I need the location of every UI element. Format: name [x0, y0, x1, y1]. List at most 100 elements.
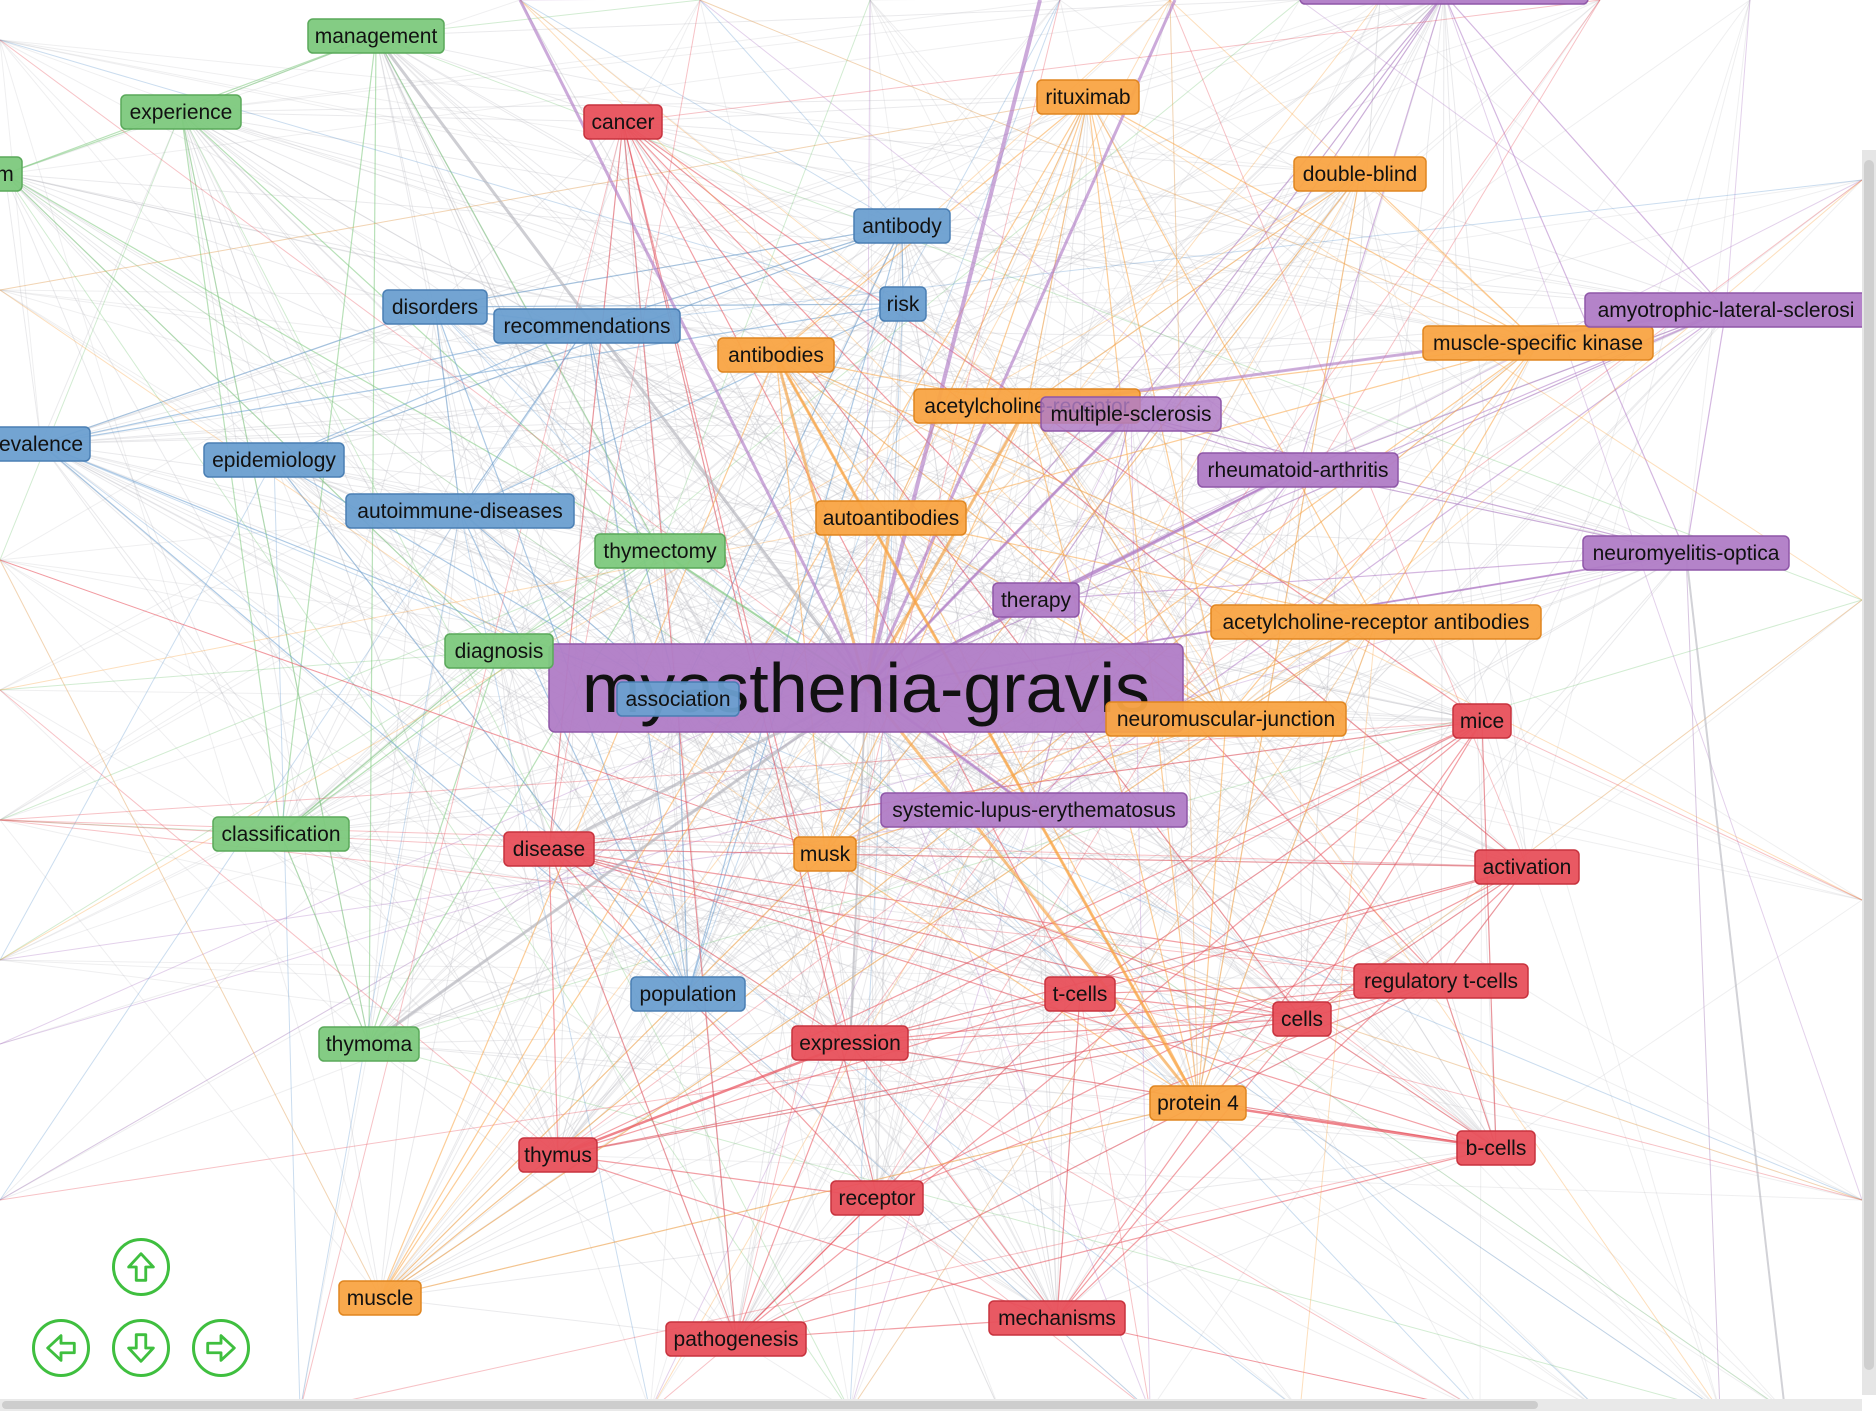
node-rheumatoid-arthritis[interactable]: rheumatoid-arthritis	[1197, 452, 1399, 488]
node-risk[interactable]: risk	[879, 286, 927, 322]
edge	[876, 866, 1528, 1199]
node-multiple-sclerosis[interactable]: multiple-sclerosis	[1040, 396, 1222, 432]
node-top_purple_cut[interactable]	[1299, 0, 1589, 5]
edge	[865, 687, 1303, 1020]
edge	[519, 0, 903, 227]
node-disease[interactable]: disease	[503, 831, 595, 867]
edge	[1026, 179, 1863, 407]
edge	[0, 517, 892, 961]
node-autoantibodies[interactable]: autoantibodies	[815, 500, 967, 536]
vertical-scrollbar[interactable]	[1862, 150, 1876, 1395]
edge	[1297, 469, 1497, 1149]
node-double-blind[interactable]: double-blind	[1293, 156, 1427, 192]
edge	[1169, 0, 1199, 1104]
edge	[1056, 1018, 1303, 1319]
edge	[865, 687, 1442, 982]
edge	[622, 0, 701, 123]
node-autoimmune-diseases[interactable]: autoimmune-diseases	[345, 493, 575, 529]
edge	[687, 517, 892, 995]
edge	[622, 121, 903, 227]
node-thymectomy[interactable]: thymectomy	[594, 533, 726, 569]
node-mechanisms[interactable]: mechanisms	[988, 1300, 1126, 1336]
edge	[273, 459, 1058, 1319]
edge	[1197, 469, 1299, 1104]
node-neuromyelitis-optica[interactable]: neuromyelitis-optica	[1582, 535, 1790, 571]
node-b-cells[interactable]: b-cells	[1456, 1130, 1536, 1166]
edge	[775, 354, 1377, 623]
node-cells[interactable]: cells	[1272, 1001, 1332, 1037]
node-rituximab[interactable]: rituximab	[1036, 79, 1140, 115]
node-acetylcholine-receptor-antibodies[interactable]: acetylcholine-receptor antibodies	[1210, 604, 1542, 640]
node-cancer[interactable]: cancer	[583, 104, 663, 140]
node-receptor[interactable]: receptor	[830, 1180, 924, 1216]
edge	[1079, 621, 1377, 995]
edge	[824, 405, 1028, 855]
node-box	[318, 1026, 420, 1062]
node-systemic-lupus-erythematosus[interactable]: systemic-lupus-erythematosus	[880, 792, 1188, 828]
node-antibody[interactable]: antibody	[853, 208, 951, 244]
vertical-scrollbar-thumb[interactable]	[1864, 160, 1874, 1370]
edge	[0, 289, 1299, 471]
edge	[586, 325, 679, 700]
edge	[1479, 720, 1483, 1411]
edge	[0, 459, 275, 961]
edge	[849, 866, 1528, 1044]
node-management[interactable]: management	[307, 18, 445, 54]
edge	[557, 1041, 851, 1157]
node-m_cut[interactable]: m	[0, 156, 23, 192]
edge	[368, 650, 500, 1045]
node-muscle[interactable]: muscle	[338, 1280, 422, 1316]
node-pathogenesis[interactable]: pathogenesis	[665, 1321, 807, 1357]
pan-down-button[interactable]	[112, 1319, 170, 1377]
edge	[824, 853, 1199, 1104]
edge	[0, 650, 500, 691]
node-thymoma[interactable]: thymoma	[318, 1026, 420, 1062]
node-neuromuscular-junction[interactable]: neuromuscular-junction	[1105, 701, 1347, 737]
node-expression[interactable]: expression	[791, 1025, 909, 1061]
node-therapy[interactable]: therapy	[992, 582, 1080, 618]
horizontal-scrollbar-thumb[interactable]	[2, 1401, 1538, 1409]
node-activation[interactable]: activation	[1474, 849, 1580, 885]
node-recommendations[interactable]: recommendations	[493, 308, 681, 344]
node-thymus[interactable]: thymus	[518, 1137, 598, 1173]
node-box	[1584, 292, 1868, 328]
pan-up-button[interactable]	[112, 1238, 170, 1296]
edge	[890, 517, 1483, 722]
edge	[849, 1042, 1058, 1319]
node-amyotrophic-lateral-sclerosis[interactable]: amyotrophic-lateral-sclerosi	[1584, 292, 1868, 328]
edge	[434, 121, 624, 308]
edge	[1130, 413, 1687, 554]
edge	[699, 0, 1539, 344]
node-experience[interactable]: experience	[120, 94, 242, 130]
edge	[1130, 413, 1227, 720]
horizontal-scrollbar[interactable]	[0, 1399, 1862, 1411]
edge	[180, 111, 1687, 554]
node-prevalence_cut[interactable]: evalence	[0, 426, 91, 462]
node-classification[interactable]: classification	[212, 816, 350, 852]
edge	[0, 0, 1435, 821]
edge	[659, 550, 851, 1044]
edge	[1033, 809, 1303, 1020]
node-population[interactable]: population	[630, 976, 746, 1012]
node-box	[1105, 701, 1347, 737]
node-regulatory-t-cells[interactable]: regulatory t-cells	[1353, 963, 1529, 999]
edge	[434, 303, 904, 308]
node-association[interactable]: association	[616, 681, 740, 717]
node-protein-4[interactable]: protein 4	[1149, 1085, 1247, 1121]
node-t-cells[interactable]: t-cells	[1044, 976, 1116, 1012]
node-antibodies[interactable]: antibodies	[717, 337, 835, 373]
node-box	[503, 831, 595, 867]
node-box	[382, 289, 488, 325]
node-disorders[interactable]: disorders	[382, 289, 488, 325]
node-box	[1422, 325, 1654, 361]
edge	[824, 853, 851, 1044]
node-muscle-specific-kinase[interactable]: muscle-specific kinase	[1422, 325, 1654, 361]
node-epidemiology[interactable]: epidemiology	[203, 442, 345, 478]
edge	[0, 39, 42, 445]
node-diagnosis[interactable]: diagnosis	[444, 633, 554, 669]
node-mice[interactable]: mice	[1452, 703, 1512, 739]
pan-left-button[interactable]	[32, 1319, 90, 1377]
pan-right-button[interactable]	[192, 1319, 250, 1377]
node-musk[interactable]: musk	[793, 836, 857, 872]
